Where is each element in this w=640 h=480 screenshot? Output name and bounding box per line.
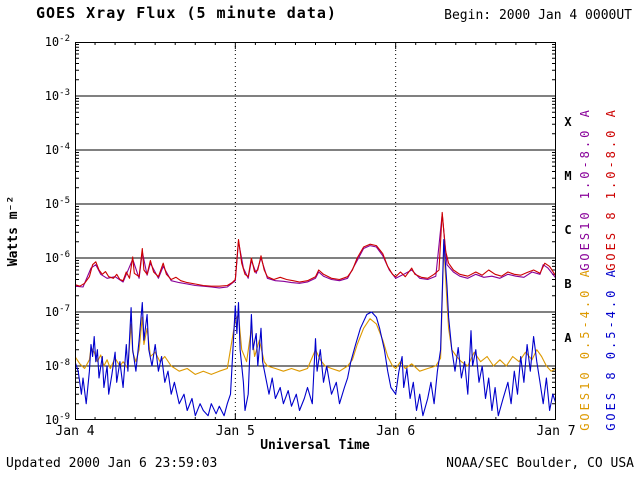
series-goes-8-0-5-4-0-a [75,238,556,417]
x-tick-label: Jan 5 [215,424,255,439]
x-tick-label: Jan 4 [55,424,95,439]
flare-class-m: M [564,169,572,183]
y-axis-title: Watts m⁻² [6,195,21,267]
y-tick-label: 10-3 [44,88,70,103]
plot-frame [75,42,556,420]
begin-label: Begin: 2000 Jan 4 0000UT [444,8,632,23]
series-goes10-0-5-4-0-a [75,243,556,375]
y-tick-label: 10-8 [44,358,70,373]
plot-area [75,42,556,420]
y-tick-label: 10-7 [44,304,70,319]
y-tick-label: 10-4 [44,142,70,157]
series-goes-8-1-0-8-0-a [75,211,556,287]
x-axis-title: Universal Time [260,438,370,453]
flare-class-b: B [564,277,572,291]
y-tick-label: 10-6 [44,250,70,265]
y-tick-label: 10-5 [44,196,70,211]
credit-label: NOAA/SEC Boulder, CO USA [446,456,634,471]
channel-label-goes10-0-5-4-0-a: GOES10 0.5-4.0 A [578,267,592,431]
chart-title: GOES Xray Flux (5 minute data) [36,4,337,22]
flare-class-x: X [564,115,572,129]
y-tick-label: 10-2 [44,34,70,49]
updated-label: Updated 2000 Jan 6 23:59:03 [6,456,218,471]
x-tick-label: Jan 6 [376,424,416,439]
flare-class-c: C [564,223,572,237]
flare-class-a: A [564,331,572,345]
x-tick-label: Jan 7 [536,424,576,439]
y-tick-label: 10-9 [44,412,70,427]
channel-label-goes-8-0-5-4-0-a: GOES 8 0.5-4.0 A [604,267,618,431]
